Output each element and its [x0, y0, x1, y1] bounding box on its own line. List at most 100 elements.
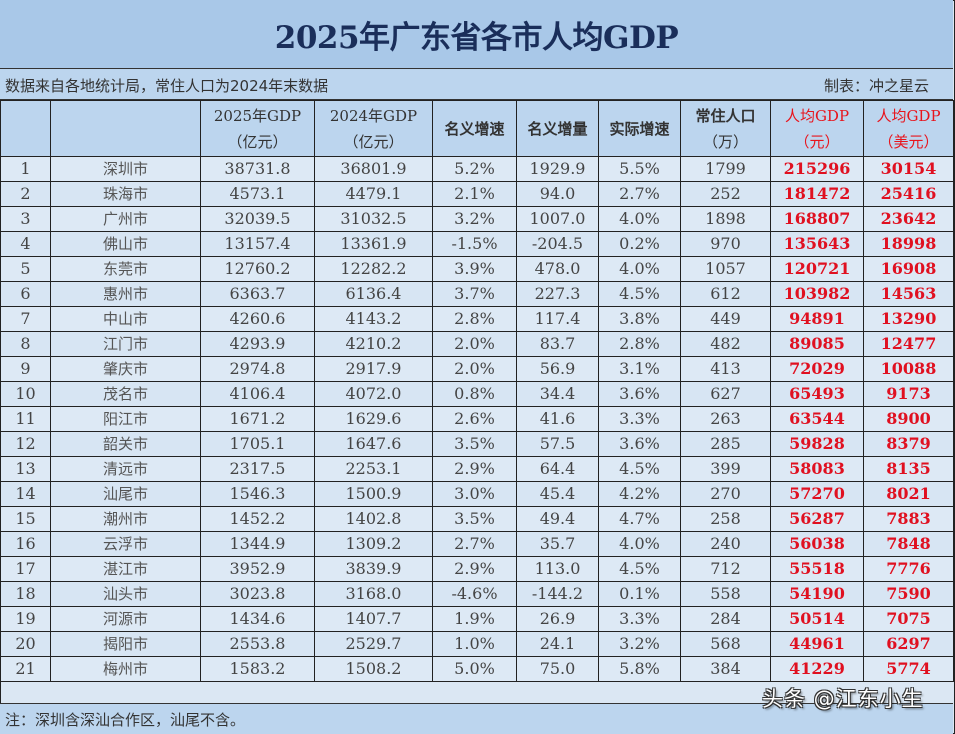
cell-per-capita-cny: 41229 — [770, 656, 864, 682]
cell-nominal-increase: 75.0 — [516, 656, 599, 682]
cell-nominal-increase: 227.3 — [516, 281, 599, 307]
cell-rank: 18 — [0, 581, 51, 607]
table-row: 10 茂名市 4106.4 4072.0 0.8% 34.4 3.6% 627 65493 917… — [0, 381, 954, 407]
cell-population: 449 — [680, 306, 771, 332]
cell-per-capita-usd: 25416 — [863, 181, 954, 207]
cell-nominal-increase: 35.7 — [516, 531, 599, 557]
cell-city: 深圳市 — [50, 156, 201, 182]
cell-real-growth: 2.8% — [598, 331, 681, 357]
cell-rank: 17 — [0, 556, 51, 582]
cell-gdp-2025: 1434.6 — [200, 606, 315, 632]
cell-per-capita-usd: 14563 — [863, 281, 954, 307]
table-row: 7 中山市 4260.6 4143.2 2.8% 117.4 3.8% 449 94891 132… — [0, 306, 954, 332]
cell-per-capita-usd: 7883 — [863, 506, 954, 532]
cell-gdp-2025: 12760.2 — [200, 256, 315, 282]
cell-population: 612 — [680, 281, 771, 307]
cell-nominal-increase: 83.7 — [516, 331, 599, 357]
cell-real-growth: 4.5% — [598, 556, 681, 582]
cell-nominal-growth: 1.9% — [432, 606, 517, 632]
cell-gdp-2024: 36801.9 — [314, 156, 433, 182]
cell-per-capita-usd: 8379 — [863, 431, 954, 457]
cell-per-capita-cny: 56287 — [770, 506, 864, 532]
cell-nominal-growth: 2.8% — [432, 306, 517, 332]
cell-per-capita-cny: 135643 — [770, 231, 864, 257]
cell-population: 240 — [680, 531, 771, 557]
cell-real-growth: 3.3% — [598, 606, 681, 632]
cell-real-growth: 3.2% — [598, 631, 681, 657]
cell-per-capita-cny: 72029 — [770, 356, 864, 382]
cell-population: 1799 — [680, 156, 771, 182]
cell-nominal-growth: 5.0% — [432, 656, 517, 682]
cell-gdp-2024: 1309.2 — [314, 531, 433, 557]
cell-population: 284 — [680, 606, 771, 632]
cell-per-capita-usd: 7776 — [863, 556, 954, 582]
cell-gdp-2024: 4479.1 — [314, 181, 433, 207]
cell-nominal-growth: 2.1% — [432, 181, 517, 207]
cell-per-capita-cny: 63544 — [770, 406, 864, 432]
cell-nominal-increase: 64.4 — [516, 456, 599, 482]
title-bar: 2025年广东省各市人均GDP — [0, 0, 953, 69]
cell-nominal-growth: 3.2% — [432, 206, 517, 232]
cell-rank: 13 — [0, 456, 51, 482]
cell-gdp-2025: 2553.8 — [200, 631, 315, 657]
cell-real-growth: 4.0% — [598, 256, 681, 282]
header-nominal-growth: 名义增速 — [432, 100, 517, 157]
cell-gdp-2025: 3952.9 — [200, 556, 315, 582]
cell-nominal-increase: 26.9 — [516, 606, 599, 632]
cell-nominal-increase: -144.2 — [516, 581, 599, 607]
cell-rank: 20 — [0, 631, 51, 657]
cell-rank: 8 — [0, 331, 51, 357]
cell-gdp-2024: 2529.7 — [314, 631, 433, 657]
cell-gdp-2024: 3168.0 — [314, 581, 433, 607]
cell-real-growth: 4.0% — [598, 206, 681, 232]
cell-gdp-2025: 32039.5 — [200, 206, 315, 232]
header-per-capita-cny: 人均GDP （元） — [770, 100, 864, 157]
cell-gdp-2024: 12282.2 — [314, 256, 433, 282]
header-population: 常住人口 （万） — [680, 100, 771, 157]
cell-city: 阳江市 — [50, 406, 201, 432]
cell-gdp-2025: 1344.9 — [200, 531, 315, 557]
cell-nominal-increase: 478.0 — [516, 256, 599, 282]
table-row: 20 揭阳市 2553.8 2529.7 1.0% 24.1 3.2% 568 44961 629… — [0, 631, 954, 657]
cell-gdp-2025: 4260.6 — [200, 306, 315, 332]
cell-real-growth: 2.7% — [598, 181, 681, 207]
cell-rank: 12 — [0, 431, 51, 457]
cell-nominal-growth: 3.0% — [432, 481, 517, 507]
cell-population: 1057 — [680, 256, 771, 282]
cell-per-capita-cny: 120721 — [770, 256, 864, 282]
cell-nominal-growth: 2.0% — [432, 331, 517, 357]
cell-gdp-2025: 6363.7 — [200, 281, 315, 307]
cell-nominal-growth: 1.0% — [432, 631, 517, 657]
cell-city: 东莞市 — [50, 256, 201, 282]
cell-per-capita-cny: 181472 — [770, 181, 864, 207]
cell-per-capita-usd: 8900 — [863, 406, 954, 432]
cell-per-capita-usd: 8021 — [863, 481, 954, 507]
cell-population: 558 — [680, 581, 771, 607]
cell-gdp-2024: 1402.8 — [314, 506, 433, 532]
header-city — [50, 100, 201, 157]
cell-nominal-increase: 1007.0 — [516, 206, 599, 232]
cell-city: 梅州市 — [50, 656, 201, 682]
cell-city: 河源市 — [50, 606, 201, 632]
cell-rank: 4 — [0, 231, 51, 257]
cell-nominal-growth: 3.9% — [432, 256, 517, 282]
cell-real-growth: 4.0% — [598, 531, 681, 557]
cell-per-capita-usd: 23642 — [863, 206, 954, 232]
cell-population: 270 — [680, 481, 771, 507]
header-rank — [0, 100, 51, 157]
cell-per-capita-cny: 103982 — [770, 281, 864, 307]
cell-real-growth: 5.8% — [598, 656, 681, 682]
watermark: 头条 @江东小生 — [762, 687, 924, 711]
cell-real-growth: 3.1% — [598, 356, 681, 382]
cell-per-capita-usd: 16908 — [863, 256, 954, 282]
page-title: 2025年广东省各市人均GDP — [274, 19, 679, 56]
cell-real-growth: 4.5% — [598, 281, 681, 307]
cell-gdp-2025: 1452.2 — [200, 506, 315, 532]
cell-gdp-2024: 4210.2 — [314, 331, 433, 357]
cell-real-growth: 3.8% — [598, 306, 681, 332]
cell-nominal-growth: 2.6% — [432, 406, 517, 432]
cell-nominal-growth: 2.7% — [432, 531, 517, 557]
cell-nominal-increase: 94.0 — [516, 181, 599, 207]
cell-real-growth: 0.1% — [598, 581, 681, 607]
cell-per-capita-cny: 57270 — [770, 481, 864, 507]
